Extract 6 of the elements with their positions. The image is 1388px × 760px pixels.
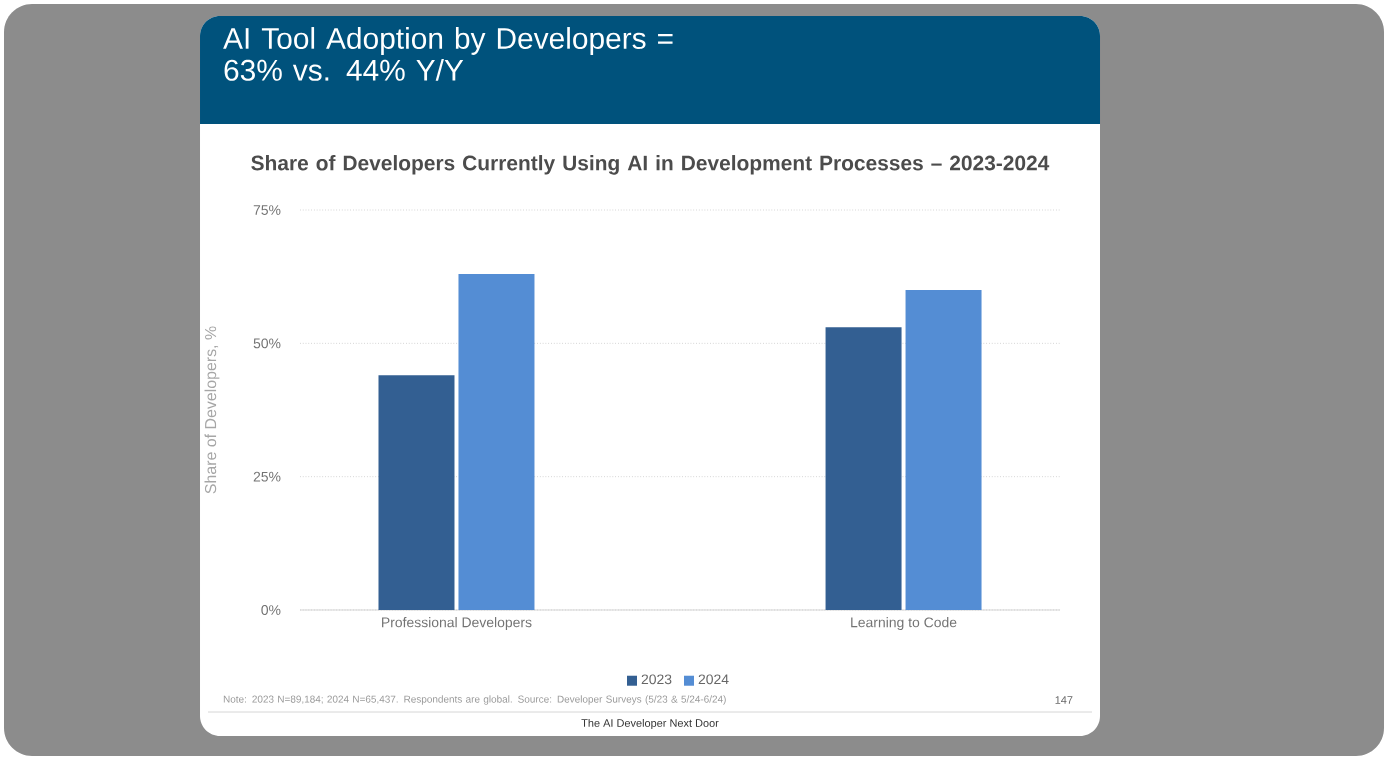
bar xyxy=(905,290,982,610)
bar xyxy=(378,375,455,610)
bar xyxy=(825,327,902,610)
chart-title: AI Tool Adoption by Developers = 63% vs. 44% Y/Y xyxy=(223,27,673,81)
chart-subtitle: Share of Developers Currently Using AI in Development Processes – 2023-2024 xyxy=(251,155,1050,175)
bar xyxy=(458,274,535,610)
